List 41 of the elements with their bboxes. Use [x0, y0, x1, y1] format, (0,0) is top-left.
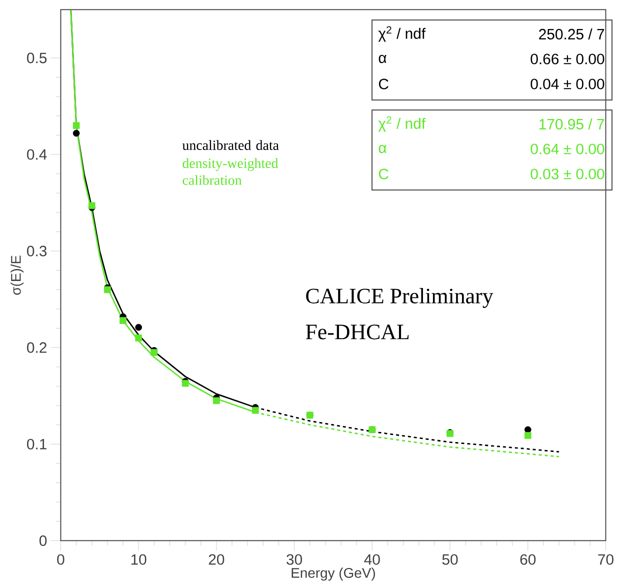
point — [135, 334, 142, 342]
annotation: 170.95 / 7 — [539, 118, 604, 130]
annotation: χ$^{2}$ / ndf — [378, 26, 426, 42]
text: uncalibrated data — [182, 140, 279, 150]
annotation: χ$^{2}$ / ndf — [378, 116, 426, 132]
y-tick-label: 0.5 — [27, 52, 47, 64]
annotation: α — [378, 144, 386, 154]
point — [524, 426, 532, 434]
text: density-weighted calibration — [182, 158, 278, 185]
annotation: CALICE Preliminary — [306, 288, 494, 308]
annotation: 0.66 ± 0.00 — [530, 54, 604, 64]
annotation: Fe-DHCAL — [306, 324, 409, 340]
x-tick-label: 30 — [286, 554, 302, 565]
point — [120, 317, 126, 324]
x-tick-label: 50 — [442, 554, 458, 565]
annotation: 0.64 ± 0.00 — [530, 144, 604, 154]
point — [72, 122, 80, 129]
x-tick-label: 40 — [364, 554, 380, 565]
x-tick-label: 60 — [520, 554, 536, 565]
annotation: C — [378, 78, 388, 90]
annotation: 0.03 ± 0.00 — [530, 168, 604, 180]
x-tick-label: 20 — [208, 554, 224, 565]
x-tick-label: 10 — [131, 554, 146, 565]
annotation: 0.04 ± 0.00 — [530, 78, 604, 90]
x-tick-label: 70 — [598, 554, 614, 565]
y-tick-label: 0.4 — [27, 149, 47, 160]
x-tick-label: 0 — [57, 554, 64, 565]
point — [252, 406, 259, 414]
point — [135, 324, 142, 331]
x-axis-title: Energy (GeV) — [292, 568, 375, 581]
y-tick-label: 0.2 — [27, 342, 46, 353]
point — [213, 397, 220, 404]
y-axis-title: σ(E)/E — [10, 256, 24, 295]
point — [72, 130, 80, 137]
point — [524, 432, 532, 439]
y-tick-label: 0.3 — [27, 246, 47, 256]
annotation: α — [378, 54, 386, 64]
y-tick-label: 0 — [39, 535, 47, 546]
annotation: C — [378, 168, 388, 180]
y-tick-label: 0.1 — [27, 438, 46, 450]
annotation: 250.25 / 7 — [539, 28, 604, 40]
